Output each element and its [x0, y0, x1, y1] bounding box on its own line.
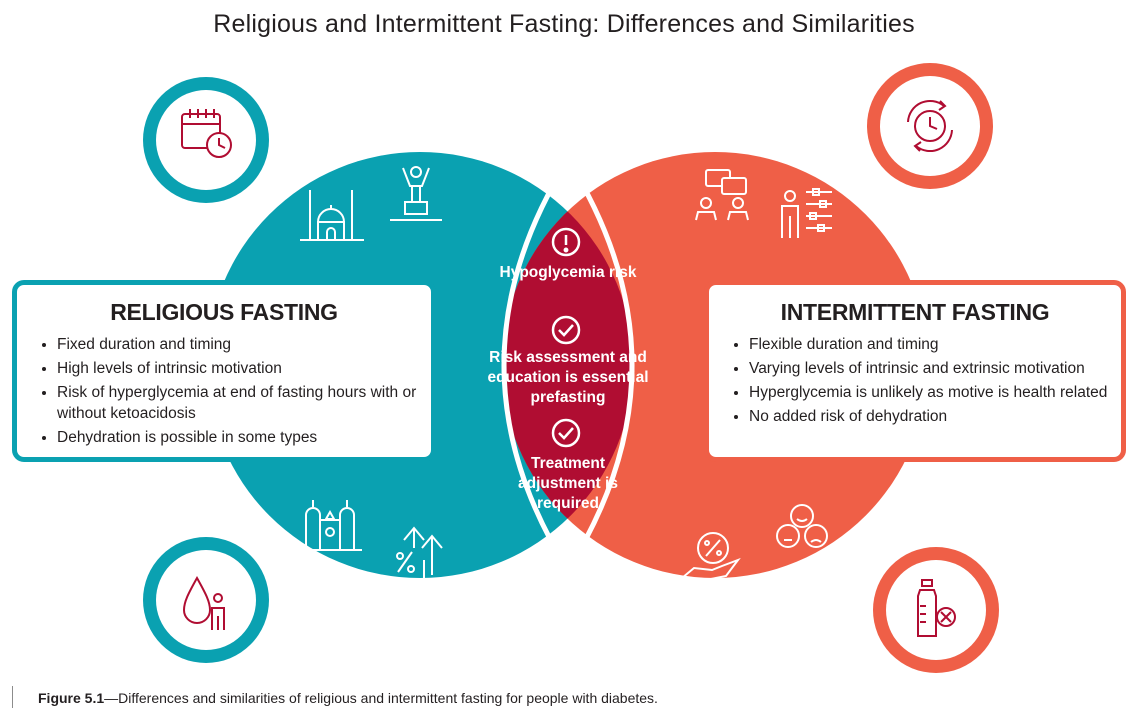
people-discussion-icon [695, 169, 749, 221]
overlap-item-risk-assessment: Risk assessment and education is essenti… [487, 349, 649, 406]
list-item: Flexible duration and timing [749, 334, 1111, 355]
religious-fasting-heading: RELIGIOUS FASTING [110, 299, 338, 325]
list-item: Fixed duration and timing [57, 334, 421, 355]
person-settings-icon [781, 188, 832, 238]
synagogue-icon [298, 500, 362, 551]
percent-arrows-up-icon [396, 526, 443, 578]
religious-top-badge [143, 77, 269, 203]
list-item: Varying levels of intrinsic and extrinsi… [749, 358, 1111, 379]
person-on-podium-icon [390, 166, 442, 221]
caption-divider [12, 686, 13, 708]
calendar-clock-icon [181, 109, 232, 158]
religious-bottom-badge [143, 537, 269, 663]
bottle-cross-icon [917, 579, 956, 637]
intermittent-top-badge [867, 63, 993, 189]
intermittent-fasting-list: Flexible duration and timing Varying lev… [709, 334, 1121, 427]
emoji-faces-icon [776, 504, 828, 548]
figure-caption: Figure 5.1—Differences and similarities … [38, 690, 658, 706]
check-icon [551, 315, 581, 345]
figure-caption-text: —Differences and similarities of religio… [104, 690, 658, 706]
intermittent-bottom-badge [873, 547, 999, 673]
intermittent-fasting-box: INTERMITTENT FASTING Flexible duration a… [704, 280, 1126, 462]
overlap-item-hypoglycemia: Hypoglycemia risk [499, 264, 637, 281]
water-drop-person-icon [182, 575, 225, 630]
list-item: Dehydration is possible in some types [57, 427, 421, 448]
check-icon [551, 418, 581, 448]
list-item: No added risk of dehydration [749, 406, 1111, 427]
alert-icon [551, 227, 581, 257]
intermittent-fasting-heading: INTERMITTENT FASTING [780, 299, 1050, 325]
page-title: Religious and Intermittent Fasting: Diff… [213, 10, 915, 38]
list-item: High levels of intrinsic motivation [57, 358, 421, 379]
hand-percent-icon [681, 532, 741, 585]
figure-label: Figure 5.1 [38, 690, 105, 706]
religious-fasting-list: Fixed duration and timing High levels of… [17, 334, 431, 448]
mosque-icon [300, 190, 364, 241]
overlap-item-treatment: Treatment adjustment is required [518, 455, 618, 512]
clock-cycle-icon [907, 99, 953, 153]
list-item: Risk of hyperglycemia at end of fasting … [57, 382, 421, 424]
religious-fasting-box: RELIGIOUS FASTING Fixed duration and tim… [12, 280, 436, 462]
list-item: Hyperglycemia is unlikely as motive is h… [749, 382, 1111, 403]
